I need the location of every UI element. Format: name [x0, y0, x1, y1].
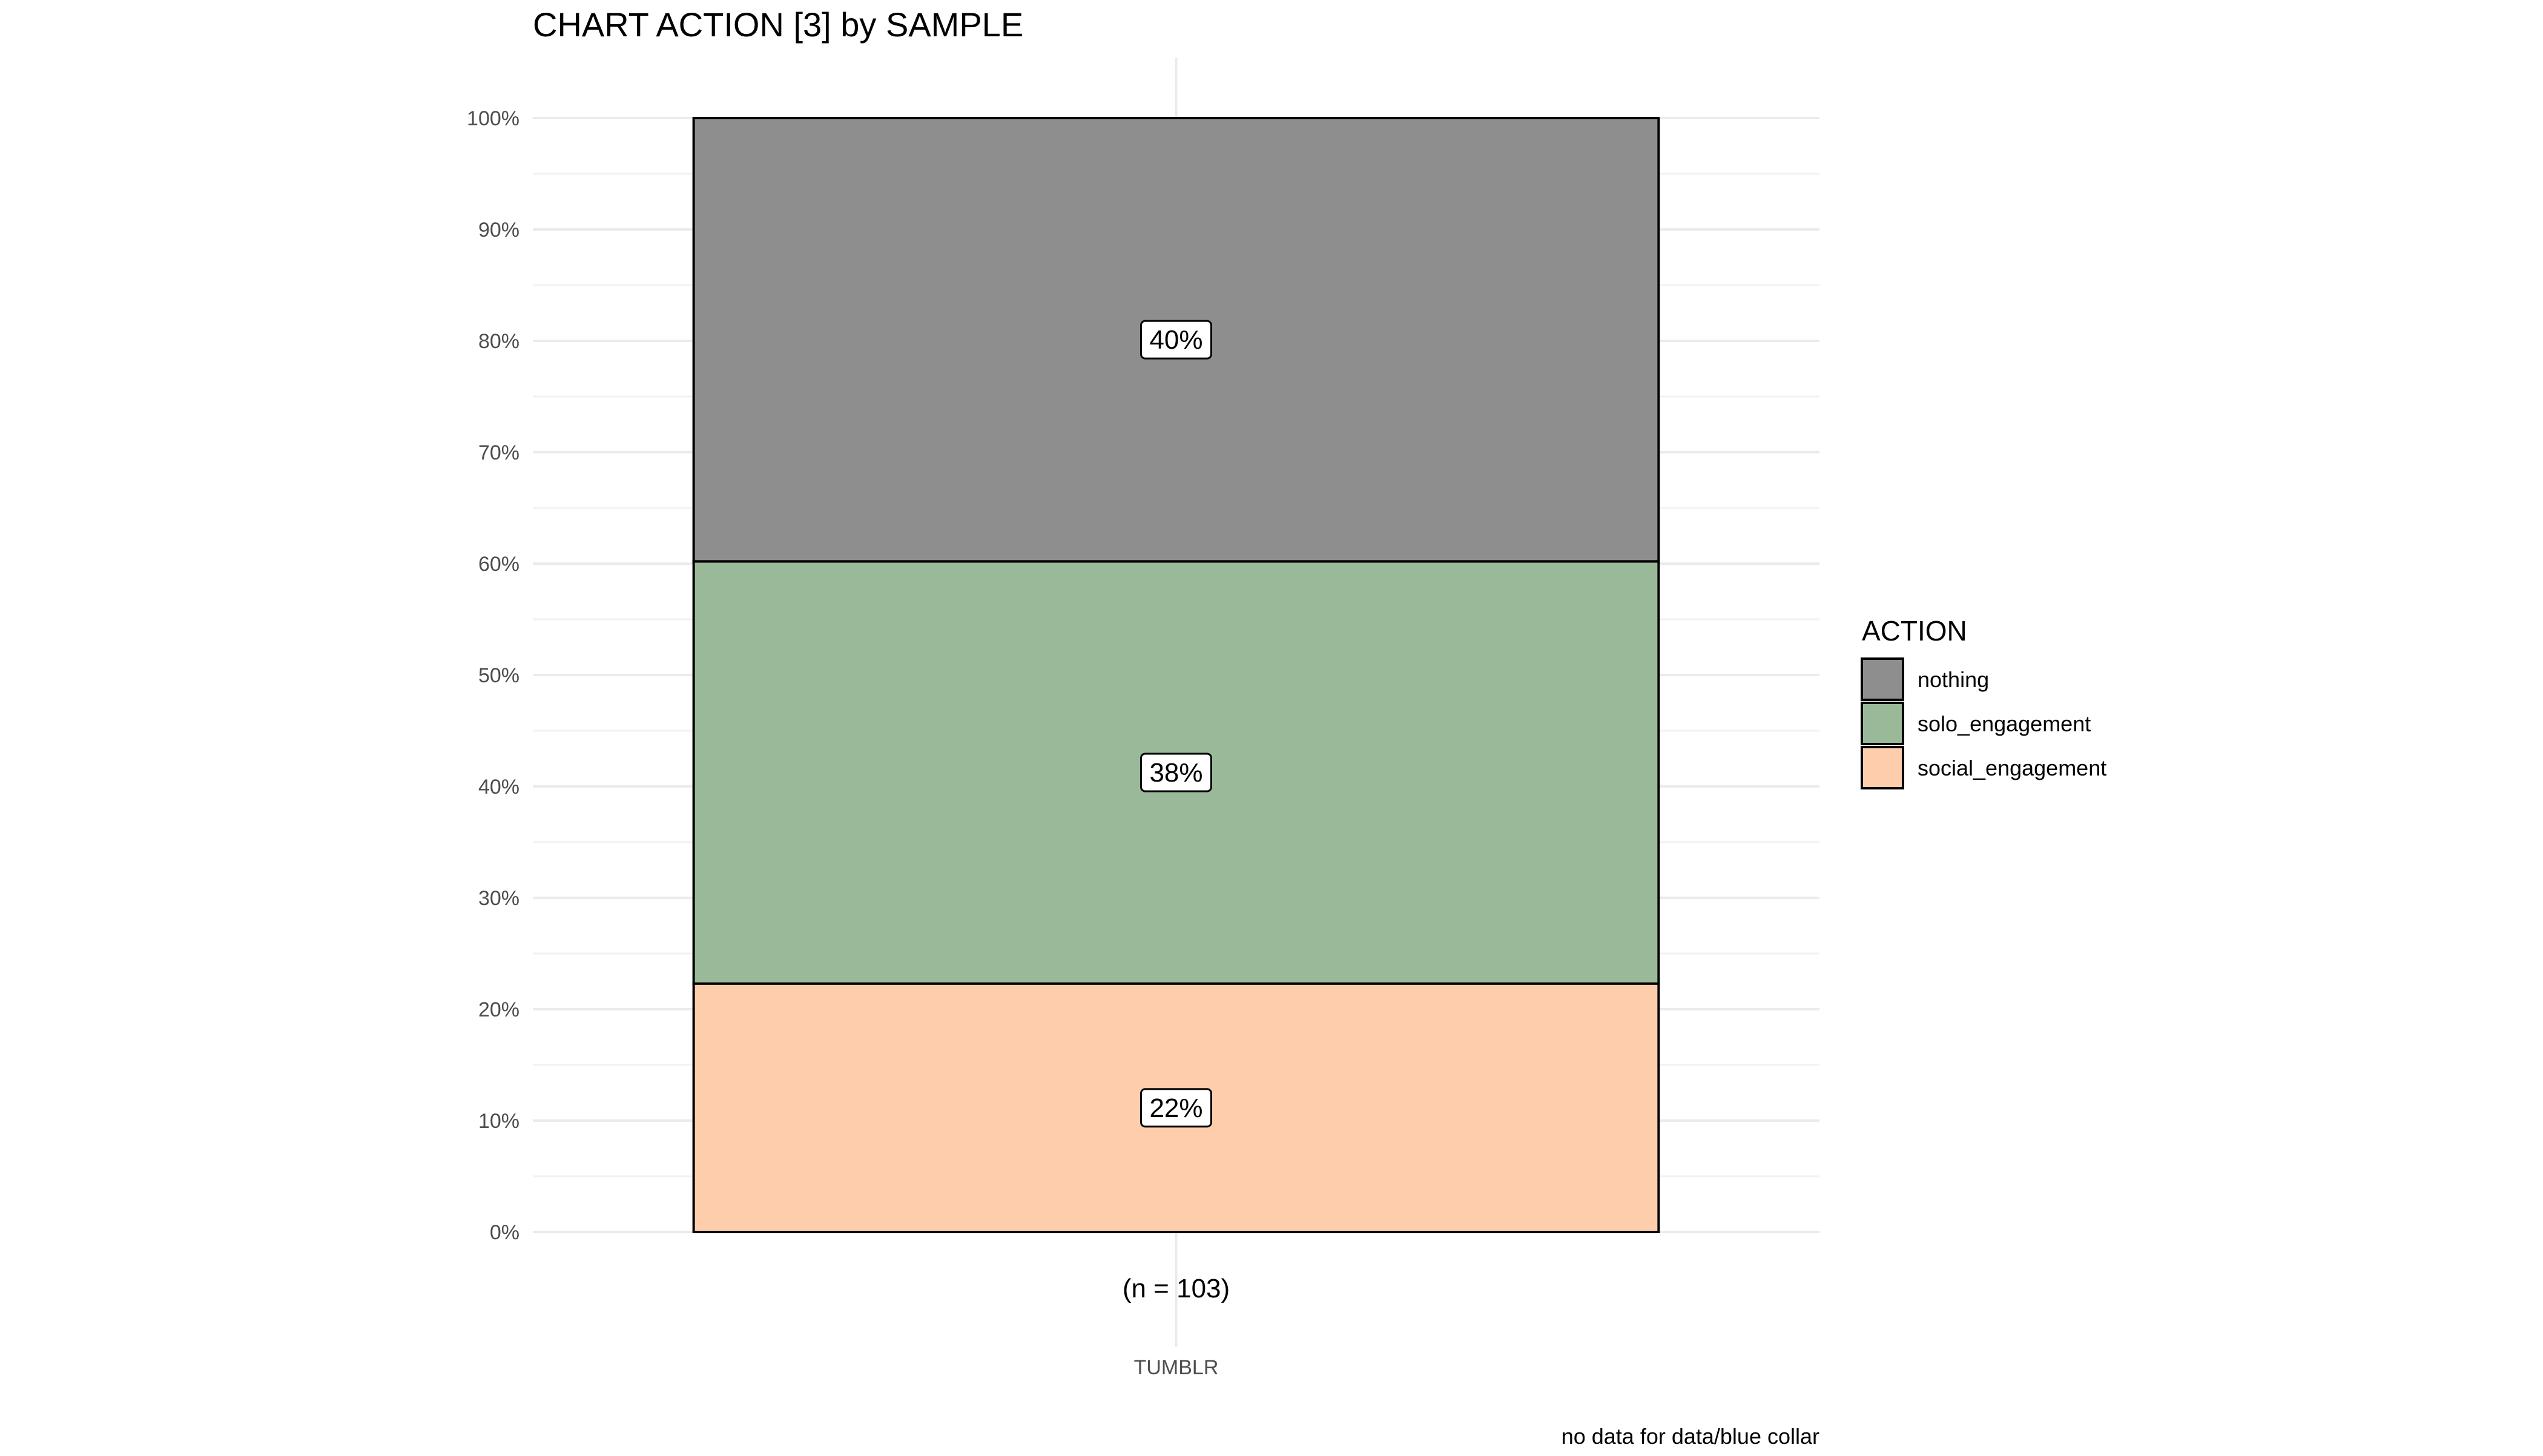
data-label-box [1140, 320, 1212, 360]
data-label-value: 40% [1149, 325, 1202, 355]
y-tick-label: 80% [478, 330, 519, 353]
legend-key-nothing [1861, 657, 1904, 701]
data-label-nothing: 40% [1140, 320, 1212, 360]
y-tick-label: 60% [478, 553, 519, 576]
legend-key-social_engagement [1861, 746, 1904, 789]
legend-label-social_engagement: social_engagement [1918, 756, 2106, 780]
data-labels: 22% 38% 40% [1140, 320, 1212, 1128]
y-tick-label: 50% [478, 664, 519, 687]
x-tick-label: TUMBLR [1134, 1356, 1219, 1379]
legend-key-solo_engagement [1861, 702, 1904, 745]
legend-label-solo_engagement: solo_engagement [1918, 711, 2091, 736]
data-label-box [1140, 1088, 1212, 1128]
data-label-value: 38% [1149, 758, 1202, 788]
y-tick-label: 20% [478, 998, 519, 1021]
y-tick-label: 70% [478, 441, 519, 464]
y-tick-label: 0% [490, 1221, 519, 1244]
category-n-label: (n = 103) [1123, 1274, 1230, 1303]
data-label-social_engagement: 22% [1140, 1088, 1212, 1128]
data-label-box [1140, 753, 1212, 792]
y-tick-label: 30% [478, 887, 519, 910]
chart-title: CHART ACTION [3] by SAMPLE [533, 5, 1023, 44]
y-tick-label: 90% [478, 219, 519, 242]
y-tick-label: 100% [467, 107, 519, 130]
bars [692, 117, 1660, 1234]
legend-title: ACTION [1862, 615, 1967, 647]
legend: ACTION nothing solo_engagement social_enga… [1861, 615, 2106, 789]
x-axis: (n = 103) TUMBLR [1123, 1274, 1230, 1379]
y-axis: 0% 10% 20% 30% 40% 50% 60% 70% 80% 90% 100% [467, 107, 519, 1244]
chart-caption: no data for data/blue collar [1562, 1424, 1819, 1449]
legend-label-nothing: nothing [1918, 667, 1989, 692]
data-label-solo_engagement: 38% [1140, 753, 1212, 792]
y-tick-label: 40% [478, 776, 519, 799]
data-label-value: 22% [1149, 1093, 1202, 1123]
y-tick-label: 10% [478, 1110, 519, 1133]
